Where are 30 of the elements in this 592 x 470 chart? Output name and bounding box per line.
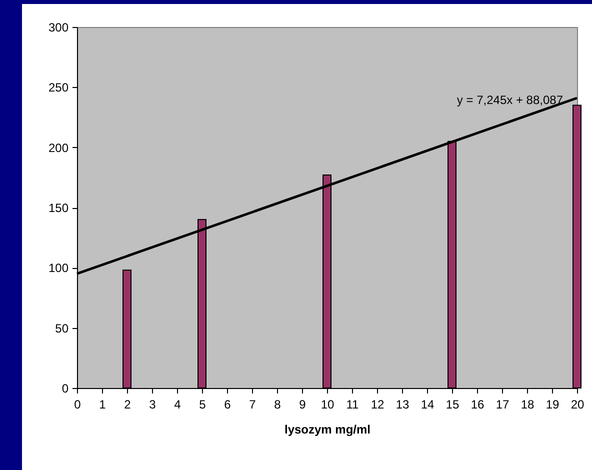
y-tick-label: 100 xyxy=(48,261,69,276)
x-tick-label: 0 xyxy=(74,398,82,412)
x-tick-label: 9 xyxy=(299,398,306,412)
x-tick-label: 3 xyxy=(149,398,156,412)
x-tick-label: 13 xyxy=(396,398,410,412)
y-tick-label: 50 xyxy=(55,321,69,336)
x-tick-label: 14 xyxy=(420,398,434,412)
x-tick-label: 18 xyxy=(520,398,534,412)
y-tick-label: 0 xyxy=(62,382,69,396)
x-tick-label: 2 xyxy=(124,398,132,412)
x-tick-label: 17 xyxy=(496,398,510,412)
x-tick-label: 19 xyxy=(546,398,560,412)
y-tick-label: 150 xyxy=(48,201,69,215)
x-tick-label: 20 xyxy=(570,398,584,412)
y-tick-label: 200 xyxy=(48,140,69,155)
x-axis-title: lysozym mg/ml xyxy=(284,422,371,436)
x-tick-label: 10 xyxy=(320,398,334,412)
x-tick-label: 16 xyxy=(470,398,484,412)
y-tick-label: 250 xyxy=(48,80,69,95)
x-tick-label: 15 xyxy=(446,398,460,412)
x-tick-label: 1 xyxy=(99,398,106,412)
x-tick-label: 6 xyxy=(224,398,232,412)
x-tick-label: 5 xyxy=(199,398,206,412)
x-tick-label: 4 xyxy=(174,398,182,412)
x-tick-label: 7 xyxy=(249,398,256,412)
x-tick-label: 11 xyxy=(346,398,360,412)
annotation: y = 7,245x + 88,087 xyxy=(456,93,564,107)
x-tick-label: 12 xyxy=(370,398,384,412)
x-tick-label: 8 xyxy=(274,398,282,412)
y-tick-label: 300 xyxy=(48,20,69,34)
